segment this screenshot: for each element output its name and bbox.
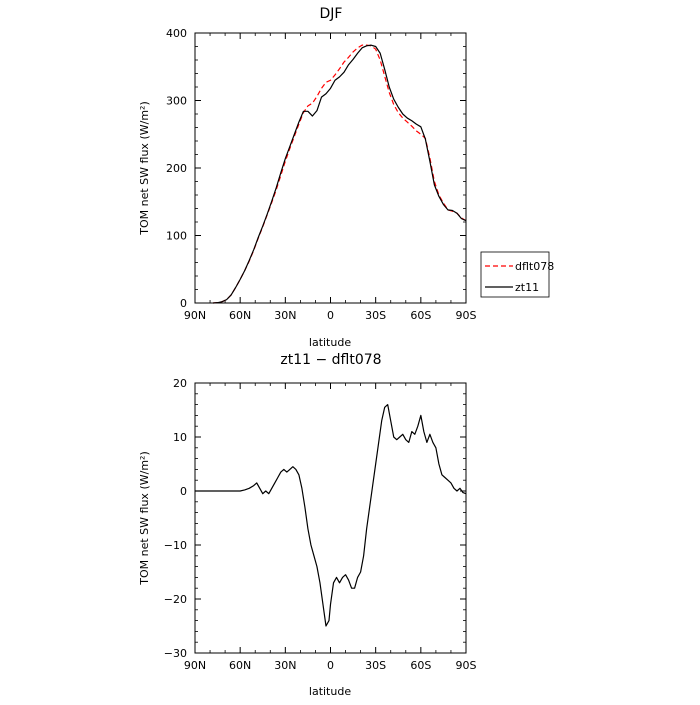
top-panel-title: DJF (320, 6, 343, 22)
legend: dflt078 zt11 (480, 251, 554, 298)
legend-label-dflt078: dflt078 (515, 260, 554, 273)
top-y-tick-label: 400 (166, 27, 187, 40)
bottom-x-tick-label: 60S (410, 659, 431, 672)
top-panel: DJF 90N 60N 30N 0 30S 60S 90S 0 100 200 300 400 la… (138, 6, 477, 349)
top-y-tick-label: 100 (166, 230, 187, 243)
legend-box (480, 251, 550, 298)
top-series-line-dflt078 (213, 44, 467, 304)
top-x-tick-label: 0 (327, 309, 334, 322)
bottom-panel: zt11 − dflt078 90N 60N 30N 0 30S 60S 90S −30 −2… (138, 352, 477, 698)
top-x-tick-label: 60S (410, 309, 431, 322)
bottom-y-tick-label: −20 (164, 593, 187, 606)
top-axis-ticks (194, 32, 467, 304)
top-x-tick-label: 30S (365, 309, 386, 322)
top-x-axis-label: latitude (309, 336, 351, 349)
bottom-x-axis-label: latitude (309, 685, 351, 698)
top-x-tick-label: 30N (274, 309, 296, 322)
bottom-series-group (195, 404, 467, 627)
top-x-tick-label: 60N (229, 309, 251, 322)
bottom-x-tick-label: 30S (365, 659, 386, 672)
bottom-x-tick-label: 90S (456, 659, 477, 672)
top-x-tick-labels: 90N 60N 30N 0 30S 60S 90S (184, 309, 477, 322)
bottom-y-tick-label: 0 (180, 485, 187, 498)
top-plot-frame (194, 32, 467, 304)
top-y-tick-label: 0 (180, 297, 187, 310)
bottom-x-tick-label: 60N (229, 659, 251, 672)
bottom-series-line-series0 (195, 404, 467, 627)
bottom-x-tick-labels: 90N 60N 30N 0 30S 60S 90S (184, 659, 477, 672)
top-y-tick-label: 200 (166, 162, 187, 175)
bottom-y-tick-label: 10 (173, 431, 187, 444)
top-y-tick-label: 300 (166, 95, 187, 108)
top-x-tick-label: 90N (184, 309, 206, 322)
top-y-tick-labels: 0 100 200 300 400 (166, 27, 187, 310)
bottom-x-tick-label: 30N (274, 659, 296, 672)
bottom-panel-title: zt11 − dflt078 (280, 352, 381, 368)
top-series-line-zt11 (213, 44, 467, 304)
top-series-group (213, 44, 467, 304)
bottom-axis-ticks (194, 382, 467, 654)
top-x-tick-label: 90S (456, 309, 477, 322)
bottom-x-tick-label: 90N (184, 659, 206, 672)
bottom-plot-frame (194, 382, 467, 654)
bottom-y-axis-label: TOM net SW flux (W/m²) (138, 451, 151, 585)
bottom-y-tick-label: 20 (173, 377, 187, 390)
bottom-y-tick-label: −30 (164, 647, 187, 660)
bottom-y-tick-label: −10 (164, 539, 187, 552)
legend-label-zt11: zt11 (515, 281, 539, 294)
bottom-y-tick-labels: −30 −20 −10 0 10 20 (164, 377, 187, 660)
top-y-axis-label: TOM net SW flux (W/m²) (138, 101, 151, 235)
bottom-x-tick-label: 0 (327, 659, 334, 672)
